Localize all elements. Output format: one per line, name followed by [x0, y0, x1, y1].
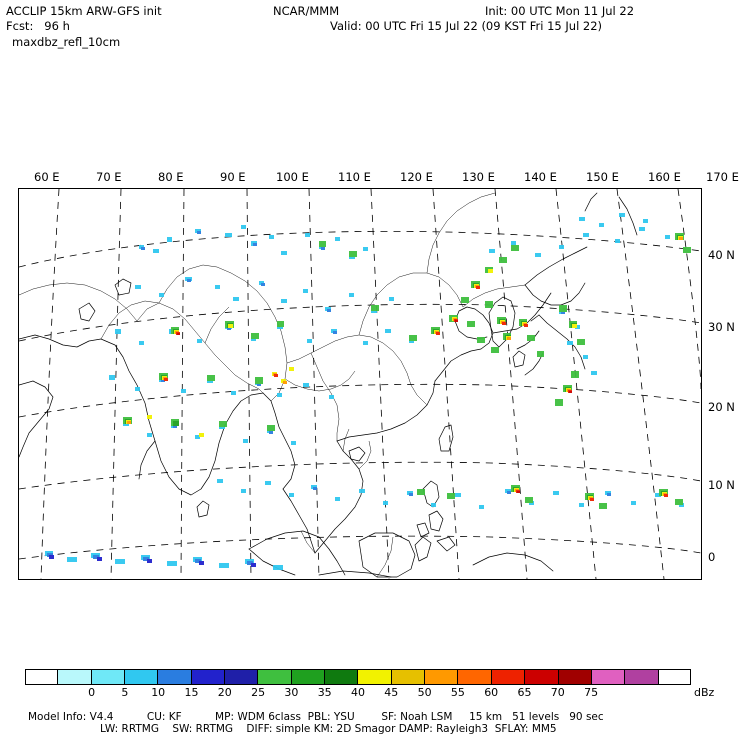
lon-tick-150E: 150 E	[586, 170, 619, 184]
colorbar-unit-label: dBz	[694, 686, 715, 699]
forecast-hour: Fcst: 96 h	[6, 19, 70, 33]
colorbar-tick-30: 30	[284, 686, 299, 699]
colorbar-swatch-3	[125, 669, 159, 685]
colorbar-ticks: 0 5 10 15 20 25 30 35 40 45 50 55 60 65 70 75	[25, 686, 691, 700]
lon-tick-70E: 70 E	[96, 170, 122, 184]
valid-time: Valid: 00 UTC Fri 15 Jul 22 (09 KST Fri …	[330, 19, 603, 33]
lon-tick-60E: 60 E	[34, 170, 60, 184]
colorbar-tick-60: 60	[484, 686, 499, 699]
colorbar-swatch-0	[25, 669, 59, 685]
colorbar-tick-15: 15	[184, 686, 199, 699]
colorbar-swatch-11	[391, 669, 426, 685]
colorbar-swatch-16	[558, 669, 592, 685]
lon-tick-140E: 140 E	[524, 170, 557, 184]
lon-tick-110E: 110 E	[338, 170, 371, 184]
colorbar	[25, 669, 691, 685]
colorbar-swatch-1	[58, 669, 92, 685]
colorbar-tick-20: 20	[217, 686, 232, 699]
lat-tick-30N: 30 N	[708, 320, 735, 334]
colorbar-swatch-7	[258, 669, 292, 685]
colorbar-swatch-4	[158, 669, 192, 685]
model-info-line2: LW: RRTMG SW: RRTMG DIFF: simple KM: 2D …	[100, 723, 557, 735]
colorbar-tick-40: 40	[351, 686, 365, 699]
lon-tick-90E: 90 E	[220, 170, 246, 184]
colorbar-tick-65: 65	[517, 686, 532, 699]
lon-tick-80E: 80 E	[158, 170, 184, 184]
lat-tick-20N: 20 N	[708, 400, 735, 414]
lat-tick-10N: 10 N	[708, 478, 735, 492]
colorbar-swatch-12	[425, 669, 459, 685]
colorbar-tick-35: 35	[317, 686, 332, 699]
model-info-line1: Model Info: V4.4 CU: KF MP: WDM 6class P…	[28, 711, 604, 723]
colorbar-swatch-17	[591, 669, 626, 685]
colorbar-swatch-15	[525, 669, 559, 685]
colorbar-tick-10: 10	[151, 686, 166, 699]
colorbar-swatch-5	[191, 669, 226, 685]
field-name: maxdbz_refl_10cm	[12, 35, 121, 49]
lat-tick-0: 0	[708, 550, 716, 564]
lat-tick-40N: 40 N	[708, 248, 735, 262]
colorbar-swatch-6	[225, 669, 259, 685]
lon-tick-120E: 120 E	[400, 170, 433, 184]
institution-label: NCAR/MMM	[273, 4, 340, 18]
model-title: ACCLIP 15km ARW-GFS init	[6, 4, 162, 18]
colorbar-swatch-9	[325, 669, 359, 685]
map-panel: 60 E 70 E 80 E 90 E 100 E 110 E 120 E 13…	[18, 170, 739, 580]
colorbar-tick-70: 70	[550, 686, 565, 699]
map-canvas	[19, 189, 701, 579]
colorbar-tick-75: 75	[584, 686, 599, 699]
lon-tick-160E: 160 E	[648, 170, 681, 184]
colorbar-swatch-19	[658, 669, 691, 685]
colorbar-tick-25: 25	[251, 686, 266, 699]
colorbar-tick-55: 55	[450, 686, 465, 699]
lon-tick-170E: 170 E	[706, 170, 739, 184]
colorbar-swatch-8	[291, 669, 326, 685]
colorbar-swatch-2	[91, 669, 126, 685]
colorbar-tick-0: 0	[88, 686, 96, 699]
colorbar-swatch-18	[625, 669, 659, 685]
colorbar-tick-5: 5	[121, 686, 129, 699]
colorbar-swatch-13	[458, 669, 492, 685]
map-frame	[18, 188, 702, 580]
colorbar-swatch-10	[358, 669, 392, 685]
init-time: Init: 00 UTC Mon 11 Jul 22	[485, 4, 635, 18]
colorbar-tick-45: 45	[384, 686, 399, 699]
colorbar-swatch-14	[491, 669, 526, 685]
colorbar-tick-50: 50	[417, 686, 432, 699]
lon-tick-130E: 130 E	[462, 170, 495, 184]
lon-tick-100E: 100 E	[276, 170, 309, 184]
